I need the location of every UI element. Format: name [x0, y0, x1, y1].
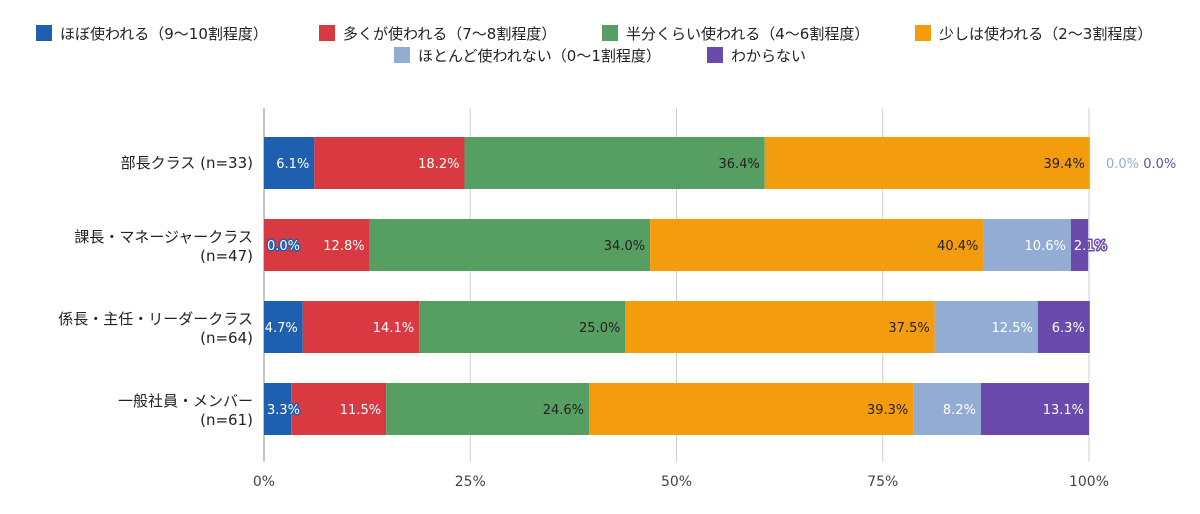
legend-label-1: 多くが使われる（7〜8割程度） — [343, 25, 556, 43]
x-tick-label-3: 75% — [867, 474, 898, 490]
x-tick-label-0: 0% — [253, 474, 275, 490]
legend-label-5: わからない — [731, 47, 806, 65]
category-label-0: 部長クラス (n=33) — [121, 154, 253, 172]
bar-segment-3-5 — [980, 383, 1089, 435]
legend-swatch-1 — [319, 25, 335, 41]
bar-label-3-3: 39.3% — [867, 403, 908, 418]
bar-segment-3-3 — [589, 383, 914, 435]
bar-segment-2-3 — [625, 301, 935, 353]
category-label-3: 一般社員・メンバー(n=61) — [118, 392, 253, 429]
bar-label-3-0: 3.3% — [267, 403, 300, 418]
bar-segment-3-1 — [291, 383, 387, 435]
bar-segment-1-4 — [983, 219, 1071, 271]
bar-label-3-2: 24.6% — [543, 403, 584, 418]
bar-label-2-3: 37.5% — [888, 321, 929, 336]
bar-label-0-5: 0.0% — [1143, 157, 1176, 172]
bar-label-1-0: 0.0% — [267, 239, 300, 254]
bar-segment-0-0 — [264, 137, 315, 189]
bar-label-2-1: 14.1% — [373, 321, 414, 336]
x-tick-label-4: 100% — [1069, 474, 1109, 490]
category-label-2: 係長・主任・リーダークラス(n=64) — [58, 310, 253, 347]
bar-segment-0-3 — [764, 137, 1090, 189]
bar-segment-2-5 — [1037, 301, 1090, 353]
bar-label-0-2: 36.4% — [718, 157, 759, 172]
bar-label-2-2: 25.0% — [579, 321, 620, 336]
legend-label-0: ほぼ使われる（9〜10割程度） — [60, 25, 268, 43]
x-tick-label-1: 25% — [455, 474, 486, 490]
legend-label-2: 半分くらい使われる（4〜6割程度） — [626, 25, 869, 43]
bar-label-2-0: 4.7% — [265, 321, 298, 336]
bar-label-0-4: 0.0% — [1106, 157, 1139, 172]
bar-segment-3-2 — [386, 383, 590, 435]
legend-swatch-0 — [36, 25, 52, 41]
x-tick-label-2: 50% — [661, 474, 692, 490]
bar-segment-2-0 — [264, 301, 303, 353]
bar-label-3-5: 13.1% — [1043, 403, 1084, 418]
bar-label-1-2: 34.0% — [604, 239, 645, 254]
legend-swatch-2 — [602, 25, 618, 41]
bar-segment-3-0 — [264, 383, 292, 435]
bar-label-3-1: 11.5% — [340, 403, 381, 418]
bar-label-1-3: 40.4% — [937, 239, 978, 254]
category-label-1: 課長・マネージャークラス(n=47) — [74, 228, 253, 265]
bar-segment-1-5 — [1070, 219, 1089, 271]
bar-segment-2-1 — [302, 301, 420, 353]
bar-label-0-0: 6.1% — [276, 157, 309, 172]
bar-label-3-4: 8.2% — [943, 403, 976, 418]
bar-segment-1-2 — [369, 219, 651, 271]
bar-segment-0-2 — [464, 137, 765, 189]
bar-segment-2-2 — [419, 301, 626, 353]
bar-label-0-1: 18.2% — [418, 157, 459, 172]
legend-label-3: 少しは使われる（2〜3割程度） — [939, 25, 1152, 43]
bar-label-1-1: 12.8% — [323, 239, 364, 254]
legend-label-4: ほとんど使われない（0〜1割程度） — [418, 47, 661, 65]
bar-label-2-4: 12.5% — [992, 321, 1033, 336]
bar-segment-1-1 — [264, 219, 370, 271]
bar-segment-3-4 — [913, 383, 981, 435]
bar-segment-1-3 — [650, 219, 984, 271]
bar-label-2-5: 6.3% — [1052, 321, 1085, 336]
bar-segment-2-4 — [934, 301, 1038, 353]
bar-label-1-5: 2.1% — [1074, 239, 1107, 254]
bar-label-0-3: 39.4% — [1044, 157, 1085, 172]
bar-label-1-4: 10.6% — [1025, 239, 1066, 254]
legend-swatch-3 — [915, 25, 931, 41]
legend-swatch-5 — [707, 47, 723, 63]
legend-swatch-4 — [394, 47, 410, 63]
bar-segment-0-1 — [314, 137, 465, 189]
